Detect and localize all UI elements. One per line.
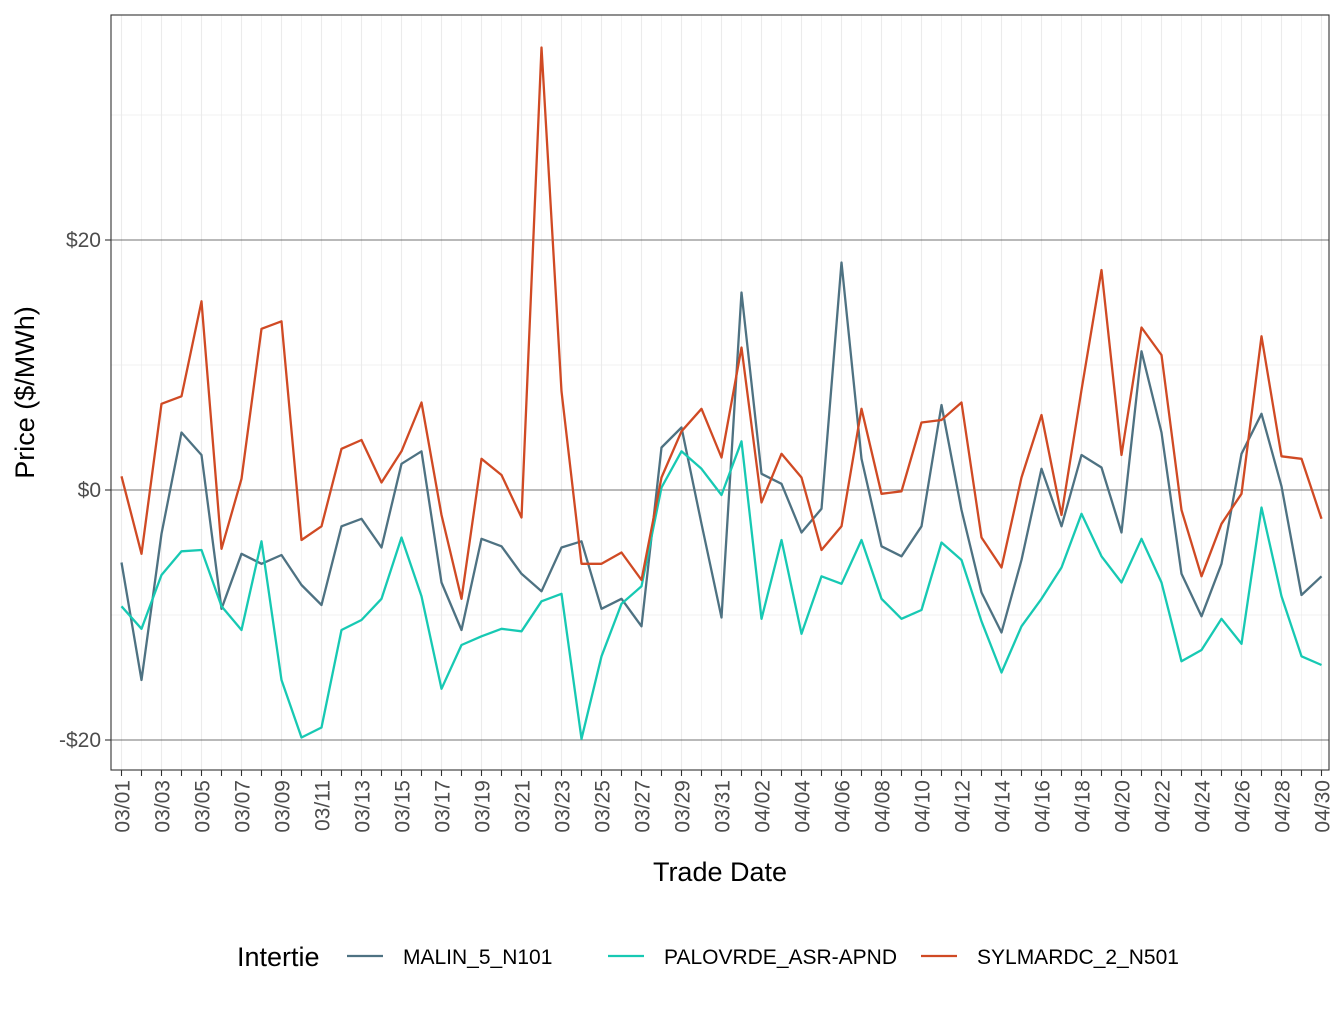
x-tick-label: 04/10 [912,780,935,833]
x-tick-label: 03/01 [112,780,135,833]
x-tick-label: 04/06 [832,780,855,833]
legend-label: MALIN_5_N101 [403,946,552,969]
legend: Intertie MALIN_5_N101 PALOVRDE_ASR-APND SY… [237,942,1179,972]
x-tick-label: 03/23 [552,780,575,833]
x-tick-label: 03/07 [232,780,255,833]
series-line-sylmardc-2-n501 [120,46,1323,600]
x-tick-label: 03/27 [632,780,655,833]
x-tick-label: 04/30 [1312,780,1335,833]
x-tick-label: 03/17 [432,780,455,833]
panel-border [110,14,1330,771]
x-tick-label: 04/08 [872,780,895,833]
x-tick-label: 03/15 [392,780,415,833]
x-tick-label: 04/22 [1152,780,1175,833]
x-tick-label: 04/18 [1072,780,1095,833]
y-axis-title: Price ($/MWh) [10,306,40,479]
x-tick-label: 03/09 [272,780,295,833]
x-tick-label: 04/20 [1112,780,1135,833]
x-tick-label: 03/05 [192,780,215,833]
x-tick-label: 04/04 [792,780,815,833]
series-line-malin-5-n101 [120,261,1323,682]
x-tick-label: 04/26 [1232,780,1255,833]
x-tick-label: 03/29 [672,780,695,833]
x-tick-label: 03/25 [592,780,615,833]
x-tick-label: 04/24 [1192,780,1215,833]
legend-label: PALOVRDE_ASR-APND [664,946,897,969]
x-tick-label: 04/12 [952,780,975,833]
axis-layer: -$20 $0 $20 03/01 03/03 03/05 03/07 03/09 03/11 0… [59,229,1335,833]
x-tick-label: 04/14 [992,780,1015,833]
x-tick-label: 04/28 [1272,780,1295,833]
y-tick-label: $0 [78,479,101,502]
y-tick-label: -$20 [59,729,101,752]
x-axis-title: Trade Date [653,857,787,887]
x-tick-label: 03/31 [712,780,735,833]
legend-title: Intertie [237,942,320,972]
x-tick-label: 04/02 [752,780,775,833]
x-tick-label: 03/03 [152,780,175,833]
series-line-palovrde-asr-apnd [120,440,1322,740]
x-tick-label: 03/21 [512,780,535,833]
series-layer [120,46,1323,740]
grid-layer [111,15,1329,770]
x-tick-label: 04/16 [1032,780,1055,833]
legend-label: SYLMARDC_2_N501 [977,946,1179,969]
x-tick-label: 03/19 [472,780,495,833]
x-tick-label: 03/13 [352,780,375,833]
x-tick-label: 03/11 [312,780,335,831]
y-tick-label: $20 [66,229,101,252]
